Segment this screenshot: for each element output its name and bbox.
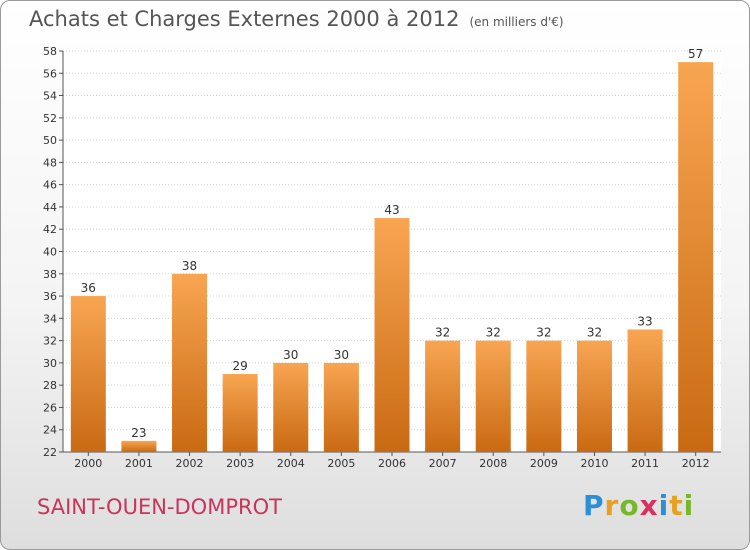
- chart-subtitle: (en milliers d'€): [469, 15, 564, 29]
- bar-value-label: 30: [334, 348, 349, 362]
- y-tick-label: 28: [43, 379, 57, 392]
- x-tick-label: 2007: [429, 457, 457, 470]
- y-tick-label: 42: [43, 223, 57, 236]
- logo-letter: t: [669, 489, 684, 522]
- y-tick-label: 36: [43, 290, 57, 303]
- x-tick-label: 2010: [580, 457, 608, 470]
- x-tick-label: 2005: [327, 457, 355, 470]
- bar: [678, 62, 714, 453]
- y-tick-label: 40: [43, 246, 57, 259]
- bar-value-label: 32: [435, 326, 450, 340]
- x-tick-label: 2006: [378, 457, 406, 470]
- logo-letter: i: [683, 489, 695, 522]
- bar-value-label: 36: [81, 281, 96, 295]
- y-tick-label: 38: [43, 268, 57, 281]
- bar: [425, 340, 461, 452]
- y-tick-label: 56: [43, 67, 57, 80]
- bar: [526, 340, 562, 452]
- x-tick-label: 2004: [277, 457, 305, 470]
- bar: [627, 329, 663, 452]
- x-tick-label: 2009: [530, 457, 558, 470]
- y-tick-label: 46: [43, 179, 57, 192]
- y-tick-label: 48: [43, 156, 57, 169]
- y-tick-label: 26: [43, 401, 57, 414]
- y-tick-label: 30: [43, 357, 57, 370]
- bar: [475, 340, 511, 452]
- logo-letter: P: [583, 489, 605, 522]
- logo-letter: o: [619, 489, 640, 522]
- bar-value-label: 32: [486, 326, 501, 340]
- y-tick-label: 44: [43, 201, 57, 214]
- x-tick-label: 2001: [125, 457, 153, 470]
- proxiti-logo: Proxiti: [583, 489, 694, 522]
- x-tick-label: 2000: [74, 457, 102, 470]
- bar-value-label: 32: [536, 326, 551, 340]
- bar: [273, 362, 309, 452]
- y-tick-label: 34: [43, 312, 57, 325]
- logo-letter: r: [604, 489, 620, 522]
- bar-value-label: 32: [587, 326, 602, 340]
- y-tick-label: 58: [43, 45, 57, 58]
- bar-value-label: 43: [384, 203, 399, 217]
- x-tick-label: 2011: [631, 457, 659, 470]
- bar-value-label: 30: [283, 348, 298, 362]
- bar-value-label: 33: [637, 314, 652, 328]
- bar: [172, 273, 208, 452]
- logo-letter: i: [658, 489, 670, 522]
- y-tick-label: 54: [43, 90, 57, 103]
- x-tick-label: 2003: [226, 457, 254, 470]
- bar: [70, 296, 106, 452]
- bar-value-label: 29: [233, 359, 248, 373]
- y-tick-label: 32: [43, 335, 57, 348]
- bar: [374, 218, 410, 452]
- town-name: SAINT-OUEN-DOMPROT: [37, 495, 282, 519]
- y-tick-label: 24: [43, 424, 57, 437]
- x-tick-label: 2008: [479, 457, 507, 470]
- y-tick-label: 50: [43, 134, 57, 147]
- y-tick-label: 22: [43, 446, 57, 459]
- bar-value-label: 57: [688, 47, 703, 61]
- x-tick-label: 2002: [176, 457, 204, 470]
- bar: [323, 362, 359, 452]
- bar-value-label: 38: [182, 259, 197, 273]
- chart-title: Achats et Charges Externes 2000 à 2012 (e…: [29, 7, 564, 31]
- bar: [121, 440, 157, 452]
- bar: [222, 374, 258, 452]
- x-tick-label: 2012: [682, 457, 710, 470]
- y-tick-label: 52: [43, 112, 57, 125]
- logo-letter: x: [639, 489, 659, 522]
- bar-value-label: 23: [131, 426, 146, 440]
- bar: [576, 340, 612, 452]
- chart-title-text: Achats et Charges Externes 2000 à 2012: [29, 7, 460, 31]
